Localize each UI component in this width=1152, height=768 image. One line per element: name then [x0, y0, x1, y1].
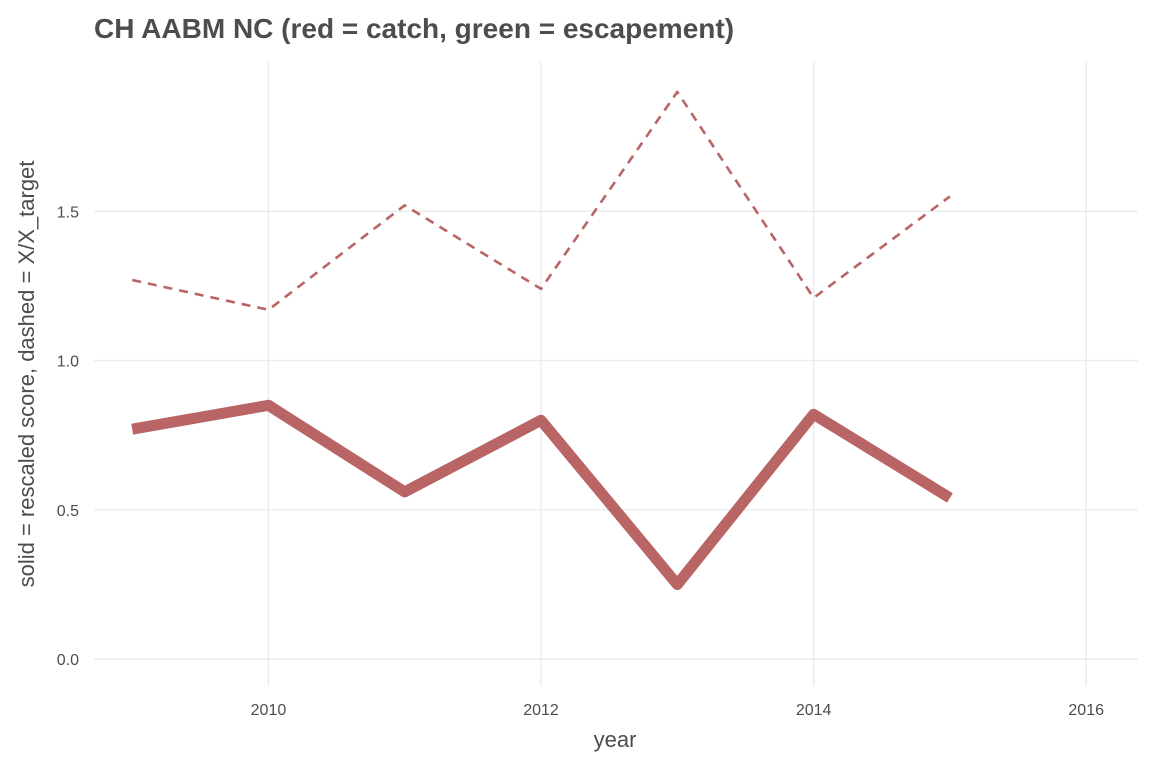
chart-title: CH AABM NC (red = catch, green = escapem…	[94, 13, 734, 44]
plot-area	[131, 90, 953, 590]
y-tick-label: 0.5	[57, 503, 79, 520]
y-tick-label: 0.0	[57, 652, 79, 669]
x-tick-label: 2012	[523, 702, 559, 719]
y-tick-label: 1.5	[57, 204, 79, 221]
x-axis-title: year	[594, 727, 637, 752]
x-tick-label: 2016	[1068, 702, 1104, 719]
y-tick-label: 1.0	[57, 354, 79, 371]
grid	[94, 62, 1138, 686]
x-tick-label: 2010	[251, 702, 287, 719]
y-axis-title: solid = rescaled score, dashed = X/X_tar…	[14, 161, 39, 588]
tick-labels: 0.0 0.5 1.0 1.5 2010 2012 2014 2016	[57, 204, 1104, 719]
solid-series-line	[131, 399, 953, 590]
x-tick-label: 2014	[796, 702, 832, 719]
dashed-series-line	[131, 90, 951, 312]
